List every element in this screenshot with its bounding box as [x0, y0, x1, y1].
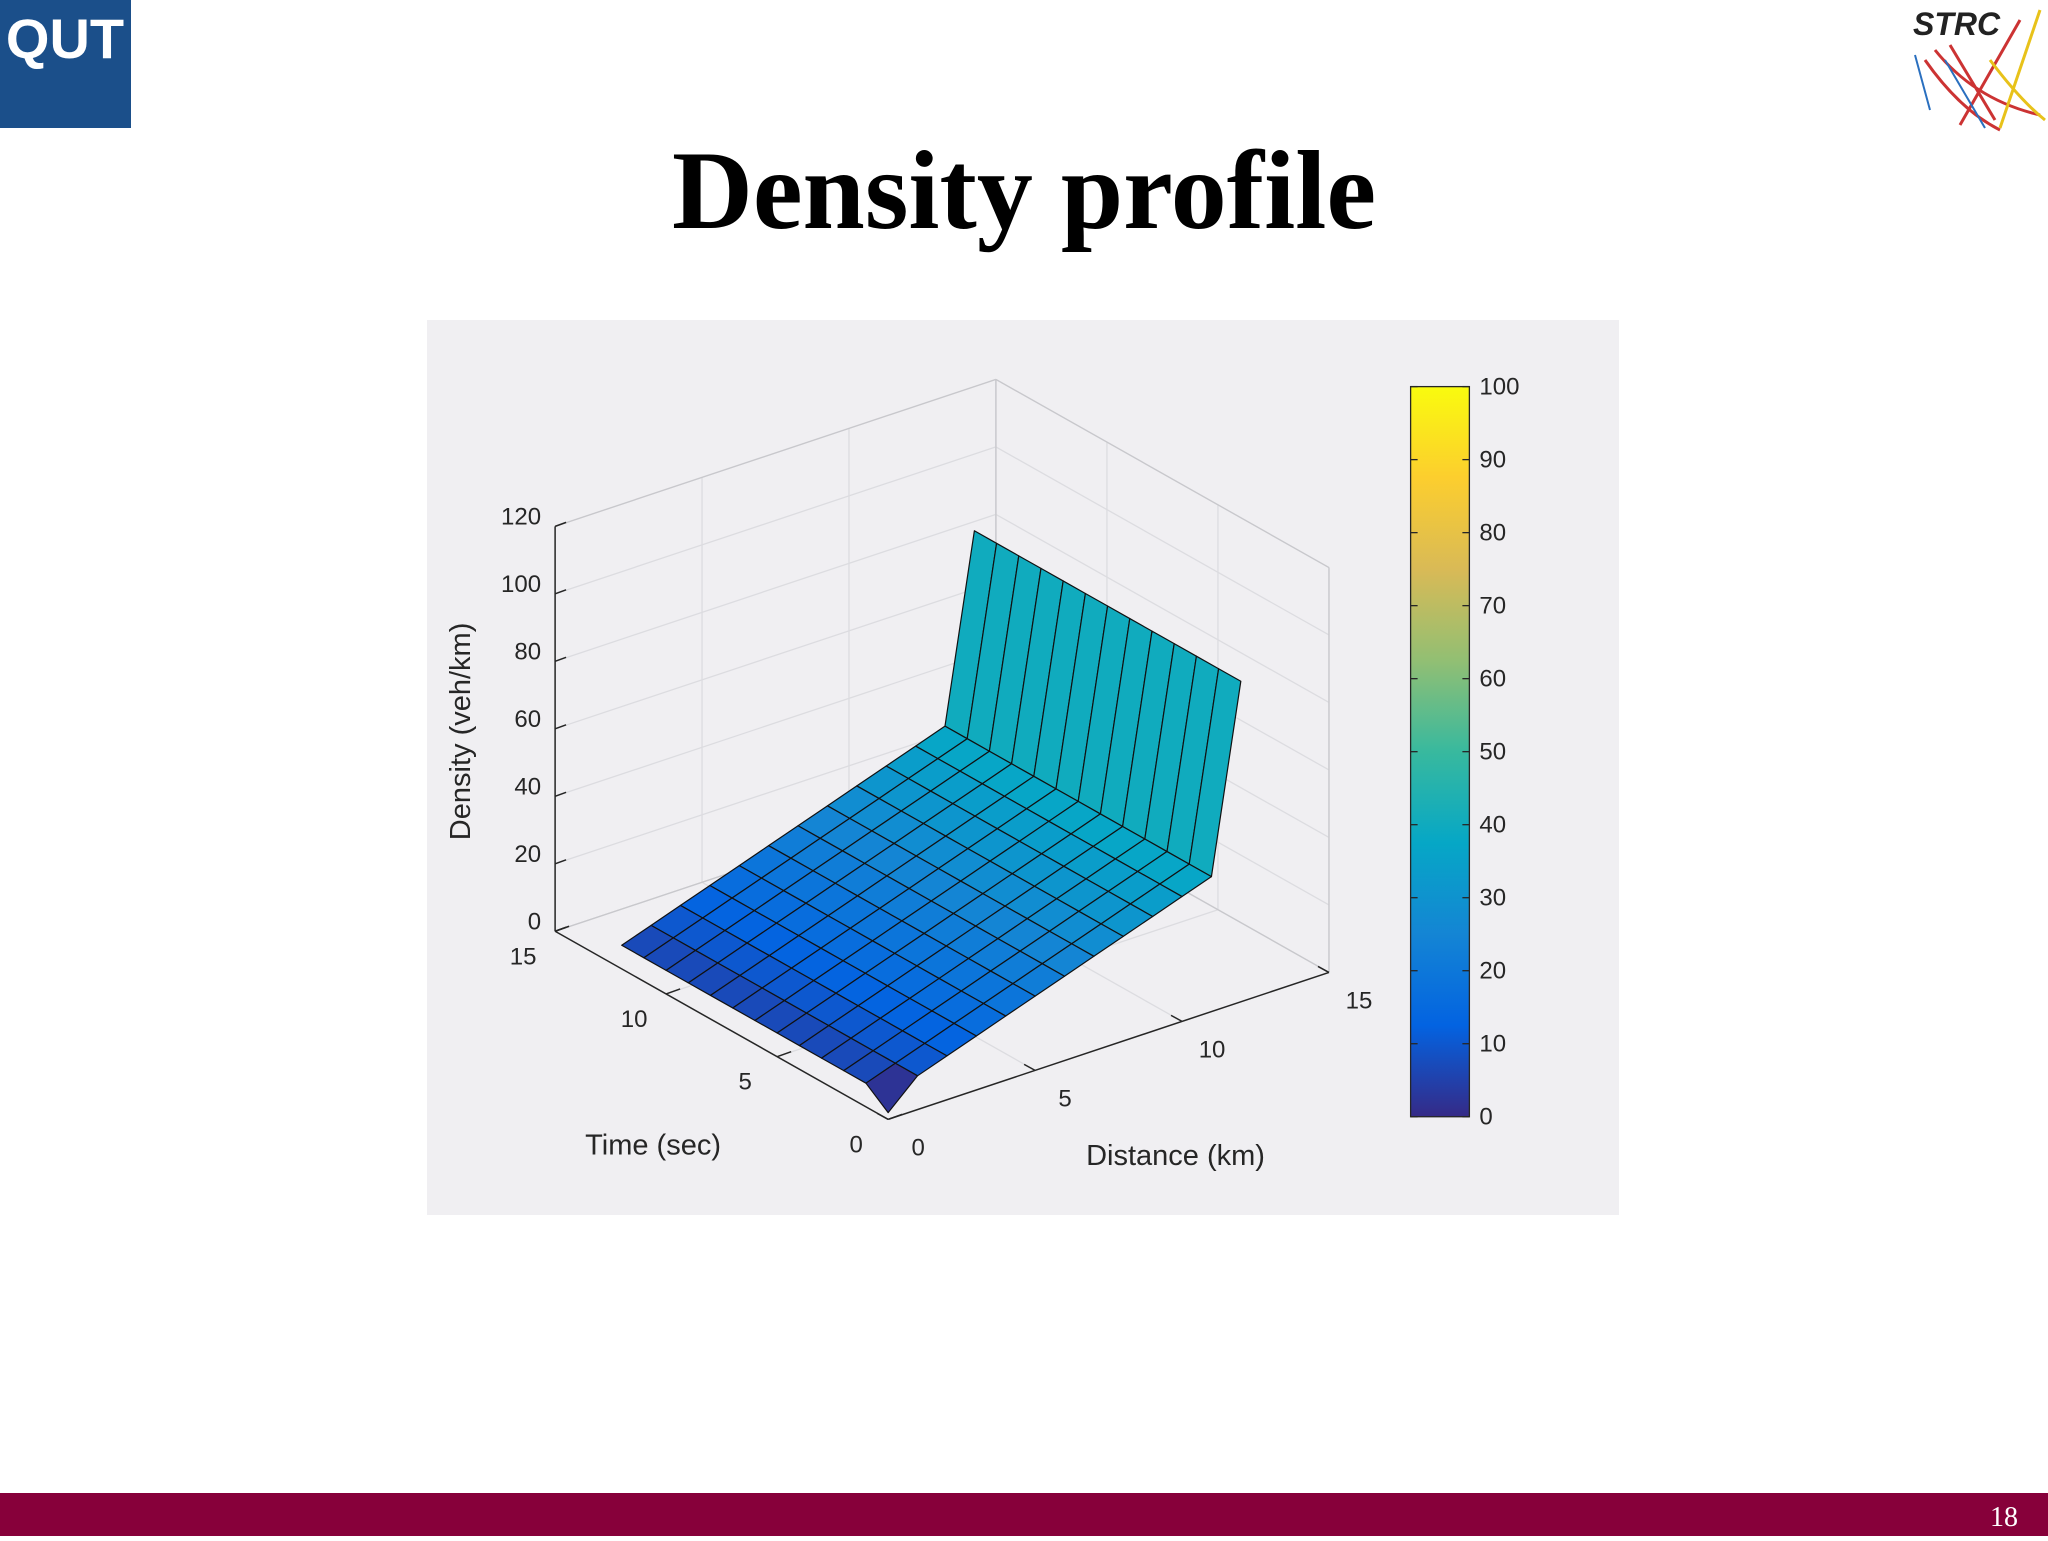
x-tick — [1317, 965, 1330, 974]
z-tick-label: 40 — [514, 773, 541, 800]
z-tick-label: 60 — [514, 706, 541, 733]
y-axis — [554, 930, 889, 1120]
z-tick — [554, 724, 567, 730]
x-tick-label: 10 — [1199, 1036, 1226, 1063]
grid-line — [554, 513, 997, 662]
footer-bar — [0, 1493, 2048, 1536]
box-edge — [995, 378, 1330, 569]
qut-logo — [0, 0, 131, 128]
strc-logo: STRC — [1913, 6, 2046, 132]
z-tick-label: 100 — [501, 571, 541, 598]
colorbar — [1409, 385, 1471, 1118]
colorbar-tick-label: 20 — [1479, 958, 1506, 985]
z-tick — [554, 859, 567, 865]
z-tick-label: 80 — [514, 638, 541, 665]
colorbar-tick-label: 10 — [1479, 1031, 1506, 1058]
z-tick — [554, 791, 567, 798]
page-number: 18 — [1990, 1502, 2018, 1533]
y-tick — [665, 988, 681, 995]
y-tick — [887, 1113, 903, 1121]
slide-title: Density profile — [672, 129, 1376, 253]
z-tick-label: 0 — [528, 908, 541, 935]
grid-line — [554, 581, 997, 730]
y-axis-label: Time (sec) — [585, 1130, 721, 1162]
z-tick — [554, 521, 567, 528]
x-tick — [1170, 1014, 1183, 1023]
colorbar-tick-label: 70 — [1479, 593, 1506, 620]
x-tick-label: 5 — [1058, 1085, 1071, 1112]
z-tick — [554, 656, 567, 663]
box-edge — [554, 378, 997, 527]
grid-line — [995, 446, 1330, 636]
colorbar-tick-label: 0 — [1479, 1104, 1492, 1131]
x-axis-label: Distance (km) — [1086, 1140, 1265, 1172]
z-axis-label: Density (veh/km) — [445, 623, 477, 841]
colorbar-tick-label: 100 — [1479, 374, 1519, 401]
z-tick — [554, 926, 567, 932]
strc-logo-text: STRC — [1913, 6, 2001, 42]
x-tick-label: 15 — [1346, 987, 1373, 1014]
surface-face — [865, 1062, 919, 1114]
y-tick-label: 0 — [849, 1131, 862, 1158]
z-tick-label: 20 — [514, 841, 541, 868]
z-tick-label: 120 — [501, 503, 541, 530]
z-tick — [554, 589, 567, 595]
x-tick-label: 0 — [911, 1134, 924, 1161]
grid-line — [554, 648, 997, 797]
colorbar-tick-label: 80 — [1479, 520, 1506, 547]
colorbar-tick-label: 40 — [1479, 812, 1506, 839]
colorbar-tick-label: 50 — [1479, 739, 1506, 766]
grid-line — [995, 513, 1330, 704]
y-tick-label: 5 — [738, 1069, 751, 1096]
colorbar-tick-label: 90 — [1479, 447, 1506, 474]
y-tick — [776, 1050, 792, 1058]
colorbar-tick-label: 30 — [1479, 885, 1506, 912]
x-tick — [1023, 1063, 1036, 1072]
y-tick-label: 15 — [510, 943, 537, 970]
qut-logo-text: QUT — [6, 7, 124, 70]
x-axis — [887, 971, 1330, 1121]
grid-line — [554, 446, 997, 595]
y-tick-label: 10 — [621, 1006, 648, 1033]
x-tick — [876, 1112, 889, 1121]
colorbar-tick-label: 60 — [1479, 666, 1506, 693]
